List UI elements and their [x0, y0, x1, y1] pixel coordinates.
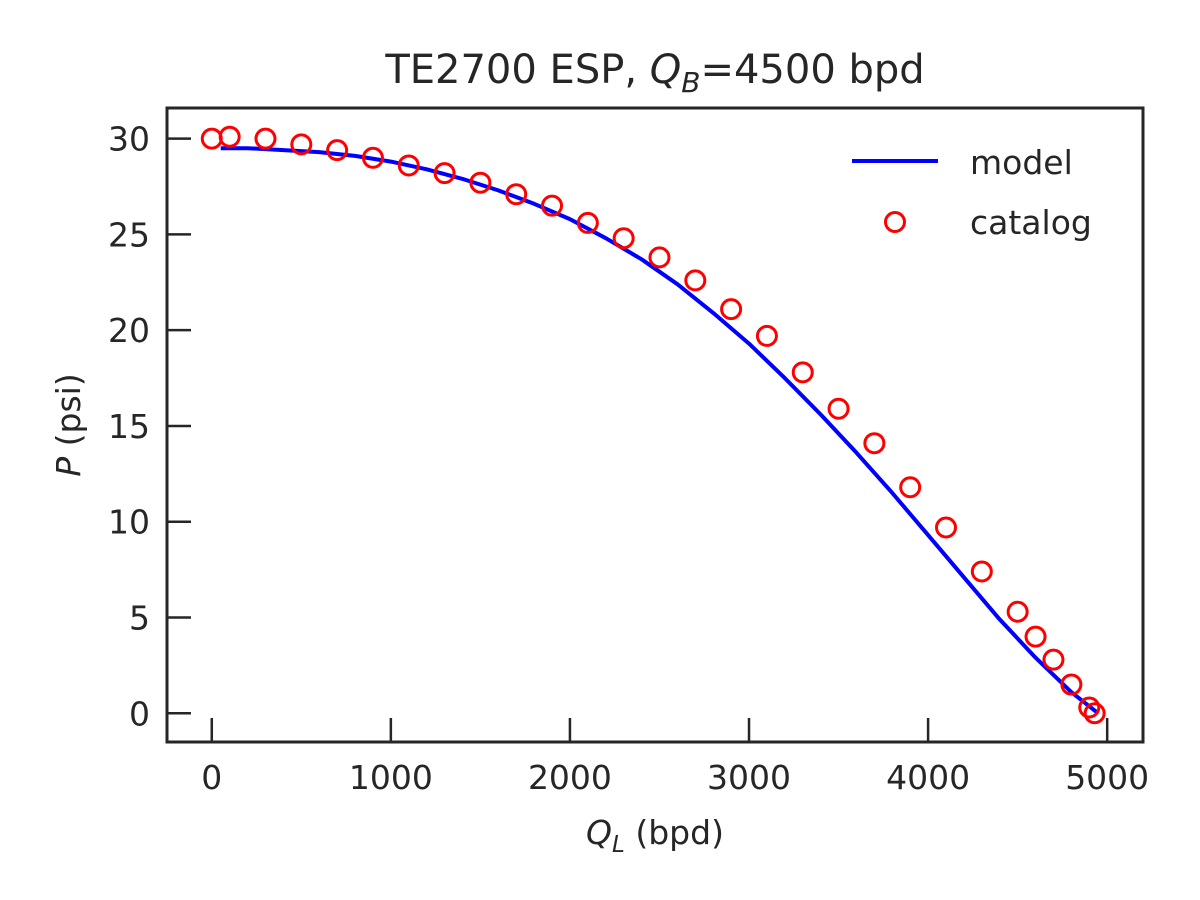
- data-point-catalog: [433, 162, 456, 185]
- data-point-catalog: [720, 298, 743, 321]
- x-tick-label: 3000: [707, 758, 791, 797]
- data-point-catalog: [648, 246, 671, 269]
- data-point-catalog: [791, 361, 814, 384]
- data-point-catalog: [863, 432, 886, 455]
- data-point-catalog: [899, 476, 922, 499]
- x-tick-label: 2000: [528, 758, 612, 797]
- data-point-catalog: [361, 146, 384, 169]
- data-point-catalog: [612, 227, 635, 250]
- legend-catalog-label: catalog: [970, 203, 1092, 242]
- data-point-catalog: [1042, 648, 1065, 671]
- data-point-catalog: [1024, 625, 1047, 648]
- data-point-catalog: [218, 125, 241, 148]
- data-point-catalog: [290, 133, 313, 156]
- title-var: Q: [650, 47, 681, 93]
- title-text: TE2700 ESP,: [384, 47, 649, 93]
- x-tick-label: 0: [201, 758, 222, 797]
- y-label-rest: (psi): [49, 373, 88, 457]
- series-layer: [200, 125, 1106, 725]
- x-label-var: Q: [586, 813, 612, 852]
- data-point-catalog: [200, 127, 223, 150]
- y-tick-label: 15: [108, 407, 150, 446]
- data-point-catalog: [755, 324, 778, 347]
- data-point-catalog: [1060, 673, 1083, 696]
- chart-title: TE2700 ESP, QB=4500 bpd: [384, 47, 924, 99]
- data-point-catalog: [541, 194, 564, 217]
- y-tick-label: 30: [108, 120, 150, 159]
- data-point-catalog: [576, 211, 599, 234]
- data-point-catalog: [505, 183, 528, 206]
- y-tick-label: 5: [129, 598, 150, 637]
- legend: model catalog: [852, 143, 1092, 242]
- x-tick-label: 1000: [349, 758, 433, 797]
- y-tick-label: 0: [129, 694, 150, 733]
- data-point-catalog: [397, 154, 420, 177]
- data-point-catalog: [1078, 696, 1101, 719]
- legend-model-label: model: [970, 143, 1073, 182]
- data-point-catalog: [254, 127, 277, 150]
- y-tick-label: 10: [108, 503, 150, 542]
- x-axis: 0 1000 2000 3000 4000 5000: [201, 718, 1149, 797]
- y-tick-label: 25: [108, 215, 150, 254]
- data-point-catalog: [1083, 702, 1106, 725]
- x-label-rest: (bpd): [625, 813, 724, 852]
- data-point-catalog: [684, 269, 707, 292]
- x-axis-label: QL (bpd): [586, 813, 724, 858]
- data-point-catalog: [970, 560, 993, 583]
- data-point-catalog: [827, 397, 850, 420]
- data-point-catalog: [469, 171, 492, 194]
- title-sub: B: [681, 66, 700, 99]
- x-tick-label: 4000: [886, 758, 970, 797]
- title-rest: =4500 bpd: [700, 47, 924, 93]
- data-point-catalog: [1006, 600, 1029, 623]
- legend-catalog-swatch: [884, 211, 906, 233]
- data-point-catalog: [326, 139, 349, 162]
- series-line-model: [220, 146, 1100, 715]
- y-axis-label: P (psi): [49, 373, 88, 476]
- y-tick-label: 20: [108, 311, 150, 350]
- y-label-var: P: [49, 457, 88, 477]
- y-axis: 0 5 10 15 20 25 30: [108, 120, 191, 733]
- data-point-catalog: [935, 516, 958, 539]
- x-tick-label: 5000: [1065, 758, 1149, 797]
- x-label-sub: L: [612, 832, 625, 858]
